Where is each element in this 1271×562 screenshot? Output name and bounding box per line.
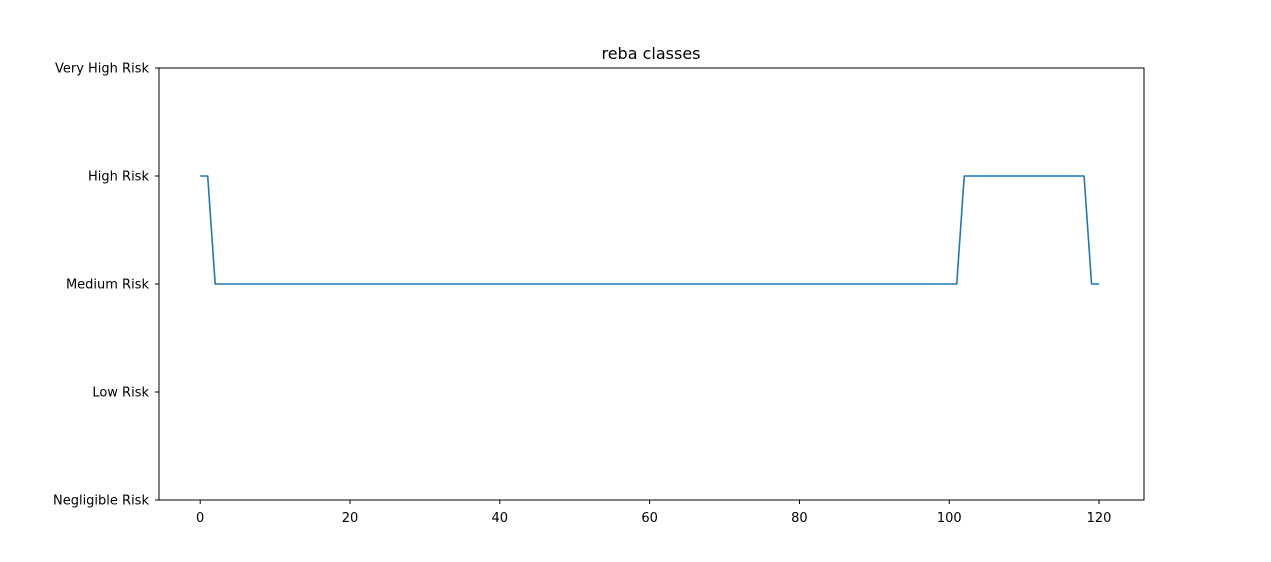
series-line	[200, 175, 1100, 285]
x-tick-label: 80	[791, 511, 808, 526]
x-tick-label: 0	[196, 511, 204, 526]
x-tick-label: 100	[937, 511, 962, 526]
plot-lines	[200, 175, 1100, 285]
x-tick-label: 120	[1087, 511, 1112, 526]
y-tick-label: Medium Risk	[66, 278, 150, 293]
y-tick-label: Low Risk	[92, 386, 149, 401]
chart-title: reba classes	[601, 44, 700, 63]
y-tick-label: Very High Risk	[55, 62, 149, 77]
plot-frame	[158, 67, 1145, 501]
y-tick-label: High Risk	[88, 170, 149, 185]
x-tick-label: 20	[342, 511, 359, 526]
x-tick-label: 60	[641, 511, 658, 526]
x-axis: 0 20 40 60 80 100 120	[196, 500, 1111, 526]
y-tick-label: Negligible Risk	[53, 494, 149, 509]
y-axis: Negligible Risk Low Risk Medium Risk High R…	[53, 62, 159, 509]
x-tick-label: 40	[492, 511, 509, 526]
